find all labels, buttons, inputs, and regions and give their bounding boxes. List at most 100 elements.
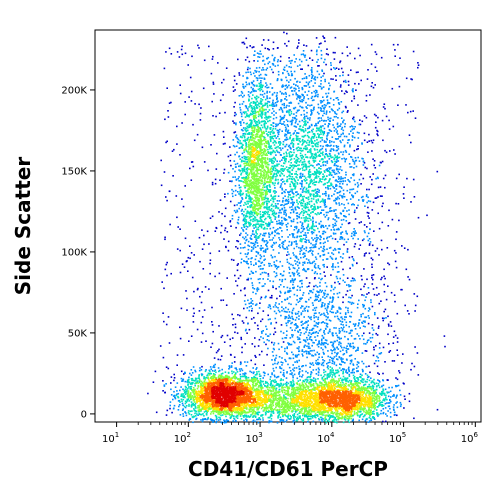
data-point [242,177,244,179]
data-point [339,363,341,365]
data-point [297,330,299,333]
data-point [382,139,384,142]
data-point [251,82,254,84]
data-point [244,223,246,225]
data-point [184,371,186,374]
data-point [336,184,338,187]
data-point [260,336,262,338]
data-point [228,366,231,369]
data-point [369,308,371,311]
data-point [335,369,337,372]
data-point [295,324,297,326]
data-point [336,122,339,125]
data-point [254,97,257,99]
data-point [358,123,361,126]
data-point [336,159,338,161]
data-point [337,348,340,350]
data-point [332,185,334,188]
data-point [180,48,183,51]
data-point [319,180,321,182]
data-point [302,129,304,131]
data-point [293,419,296,421]
data-point [324,289,327,292]
data-point [232,190,235,193]
data-point [280,164,283,167]
data-point [236,151,238,154]
data-point [321,338,323,341]
data-point [267,373,269,376]
data-point [338,308,341,310]
data-point [279,141,281,143]
data-point [193,415,195,418]
data-point [286,226,288,228]
data-point [269,280,271,282]
data-point [317,227,319,230]
data-point [340,226,342,228]
data-point [288,57,290,59]
data-point [272,354,275,357]
data-point [247,248,250,251]
data-point [227,249,230,252]
data-point [288,191,291,193]
data-point [273,333,275,336]
data-point [303,175,306,178]
data-point [266,67,269,69]
data-point [307,347,310,349]
data-point [221,81,223,84]
data-point [335,97,338,99]
data-point [338,204,341,206]
data-point [240,258,243,260]
data-point [292,420,295,422]
data-point [369,241,372,243]
data-point [289,212,292,214]
data-point [281,278,284,281]
data-point [255,263,257,265]
data-point [343,144,346,147]
data-point [233,122,235,124]
data-point [357,370,359,372]
data-point [310,69,313,71]
data-point [324,203,326,206]
data-point [303,261,306,263]
data-point [176,216,178,219]
data-point [263,255,265,257]
data-point [305,352,308,355]
data-point [412,50,415,53]
data-point [366,341,368,344]
data-point [272,205,274,208]
data-point [320,418,323,421]
data-point [275,125,277,128]
data-points [147,31,446,424]
data-point [288,105,290,107]
data-point [249,103,251,105]
data-point [320,278,322,281]
data-point [260,249,262,251]
data-point [329,369,332,371]
data-point [328,303,330,305]
data-point [288,262,290,265]
data-point [324,171,326,173]
data-point [359,338,361,340]
data-point [318,230,320,233]
data-point [376,70,378,72]
data-point [271,213,274,216]
data-point [326,305,329,307]
data-point [295,115,298,117]
data-point [345,316,347,318]
data-point [323,333,326,335]
data-point [295,313,297,315]
data-point [333,141,335,143]
data-point [287,363,289,366]
data-point [236,332,239,334]
data-point [264,251,267,253]
data-point [199,295,201,298]
data-point [262,377,264,379]
data-point [301,202,304,205]
data-point [352,88,354,90]
data-point [305,270,307,273]
data-point [334,238,337,240]
data-point [207,418,209,420]
data-point [313,312,316,315]
data-point [224,207,227,210]
data-point [303,351,305,353]
